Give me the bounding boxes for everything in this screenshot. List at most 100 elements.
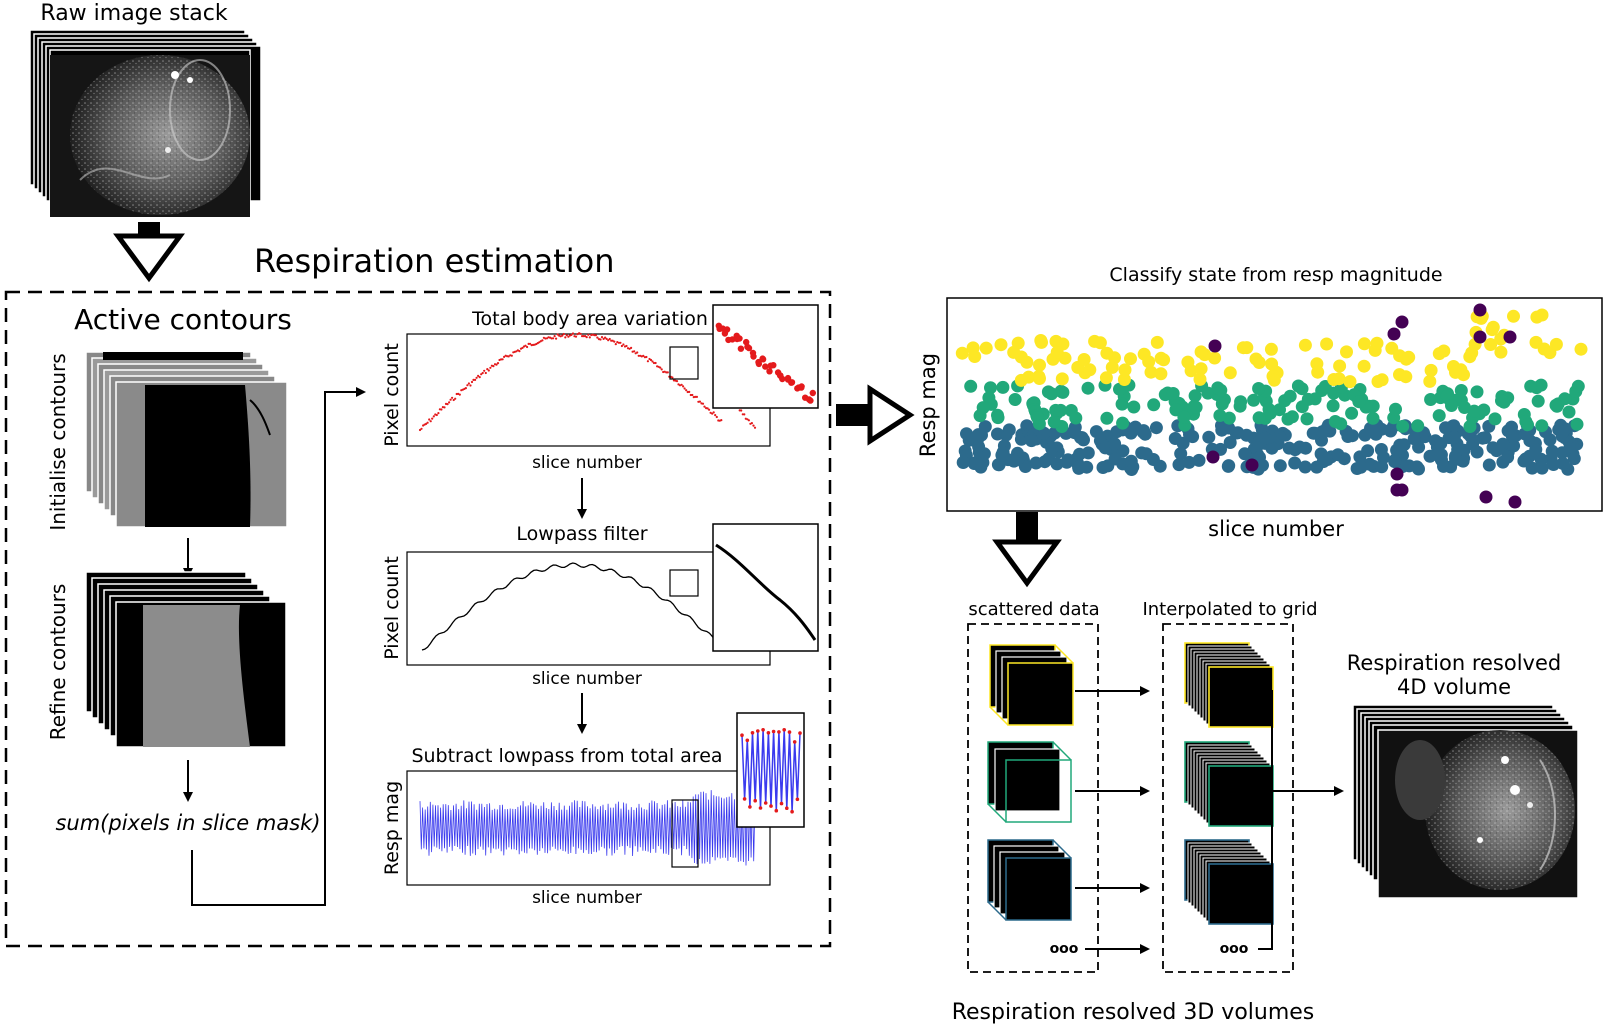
classify-point-yellow	[1055, 372, 1069, 386]
panel1-point	[425, 422, 428, 425]
panel1-point	[564, 336, 567, 339]
classify-xlabel: slice number	[1208, 517, 1344, 541]
panel1-point	[470, 380, 474, 384]
panel3-inset-point	[763, 801, 768, 805]
panel3-ylabel: Resp mag	[381, 781, 403, 875]
classify-point-green	[982, 391, 996, 405]
classify-point-yellow	[1099, 371, 1113, 385]
panel1-inset-point	[729, 336, 736, 343]
classify-point-yellow	[1194, 362, 1208, 376]
classify-point-green	[1424, 393, 1438, 406]
classify-point-yellow	[1484, 338, 1498, 351]
classify-point-green	[1252, 382, 1266, 395]
panel1-point	[458, 393, 461, 396]
panel1-point	[454, 397, 457, 400]
merge-bracket	[1258, 690, 1273, 950]
classify-title: Classify state from resp magnitude	[1109, 264, 1442, 286]
panel1-point	[654, 361, 657, 365]
classify-point-yellow	[1574, 342, 1588, 356]
panel1-point	[743, 413, 746, 416]
classify-point-purple	[1479, 490, 1493, 504]
panel1-point	[695, 395, 699, 398]
panel1-point	[555, 337, 558, 340]
panel1-point	[574, 335, 578, 338]
panel1-title: Total body area variation	[471, 308, 708, 330]
interpolated-cube-layer	[1208, 863, 1274, 925]
classify-point-green	[1081, 381, 1095, 395]
classify-point-purple	[1387, 327, 1401, 341]
classify-point-green	[1069, 411, 1083, 425]
classify-point-blue	[975, 428, 988, 442]
panel3-inset-point	[787, 730, 792, 734]
panel1-point	[671, 376, 674, 379]
panel1-inset-point	[743, 338, 750, 346]
panel3-inset-point	[774, 808, 779, 813]
classify-point-yellow	[1357, 359, 1371, 373]
panel1-point	[475, 376, 478, 379]
panel3-inset-point	[740, 733, 744, 737]
panel1-point	[706, 407, 709, 410]
initialise-contours-label: Initialise contours	[46, 353, 70, 530]
classify-point-green	[1047, 415, 1061, 429]
panel1-point	[740, 409, 743, 412]
panel1-point	[552, 337, 555, 340]
panel1-point	[660, 368, 663, 371]
panel3-inset-point	[745, 738, 750, 743]
panel1-point	[467, 382, 470, 385]
resolved3d-label: Respiration resolved 3D volumes	[952, 1000, 1315, 1025]
classify-point-blue	[1124, 454, 1138, 468]
panel3-inset-point	[792, 740, 797, 744]
classify-point-green	[1116, 416, 1130, 430]
classify-point-yellow	[1507, 309, 1520, 323]
panel1-point	[642, 354, 645, 357]
panel1-scatter	[418, 332, 757, 432]
classify-point-blue	[1431, 448, 1445, 462]
classify-point-yellow	[1371, 375, 1385, 388]
classify-point-yellow	[1117, 373, 1131, 386]
panel1-point	[510, 354, 513, 357]
panel1-ylabel: Pixel count	[381, 343, 403, 447]
panel1-inset-point	[755, 360, 763, 368]
panel3-inset-point	[766, 731, 771, 735]
classify-point-yellow	[1144, 365, 1158, 379]
classify-point-yellow	[1142, 355, 1156, 369]
panel1-point	[472, 378, 475, 381]
classify-point-blue	[1073, 447, 1086, 461]
panel3-title: Subtract lowpass from total area	[411, 745, 722, 767]
classify-point-green	[984, 381, 997, 395]
panel1-point	[625, 344, 628, 348]
classify-point-blue	[1377, 451, 1390, 464]
panel1-inset-point	[737, 345, 745, 352]
classify-point-blue	[1478, 431, 1492, 445]
panel2-title: Lowpass filter	[516, 523, 647, 545]
classify-point-blue	[1496, 437, 1510, 451]
classify-point-yellow	[1494, 345, 1508, 359]
panel1-point	[703, 405, 706, 408]
panel1-point	[599, 338, 602, 341]
classify-point-yellow	[1150, 335, 1164, 349]
classify-point-blue	[1072, 460, 1086, 474]
classify-point-blue	[1397, 438, 1411, 452]
panel1-point	[659, 366, 662, 369]
panel1-point	[420, 427, 423, 430]
panel1-point	[544, 337, 547, 340]
panel1-point	[747, 419, 751, 422]
classify-point-green	[996, 380, 1010, 394]
panel1-point	[649, 358, 653, 362]
panel1-point	[435, 413, 438, 417]
classify-point-blue	[1447, 430, 1461, 444]
panel3-inset-point	[777, 730, 781, 734]
classify-point-purple	[1508, 495, 1522, 509]
respiration-estimation-box	[4, 290, 832, 948]
classify-point-purple	[1245, 458, 1259, 472]
classify-point-blue	[1273, 459, 1287, 473]
classify-point-purple	[1390, 467, 1404, 481]
respiration-estimation-title: Respiration estimation	[254, 242, 614, 280]
classify-ylabel: Resp mag	[916, 353, 940, 457]
classify-point-yellow	[1077, 353, 1091, 366]
classify-point-blue	[1543, 433, 1557, 447]
classify-point-green	[964, 379, 978, 393]
panel1-point	[466, 384, 469, 387]
panel1-point	[567, 335, 570, 338]
classify-point-yellow	[1088, 334, 1102, 348]
